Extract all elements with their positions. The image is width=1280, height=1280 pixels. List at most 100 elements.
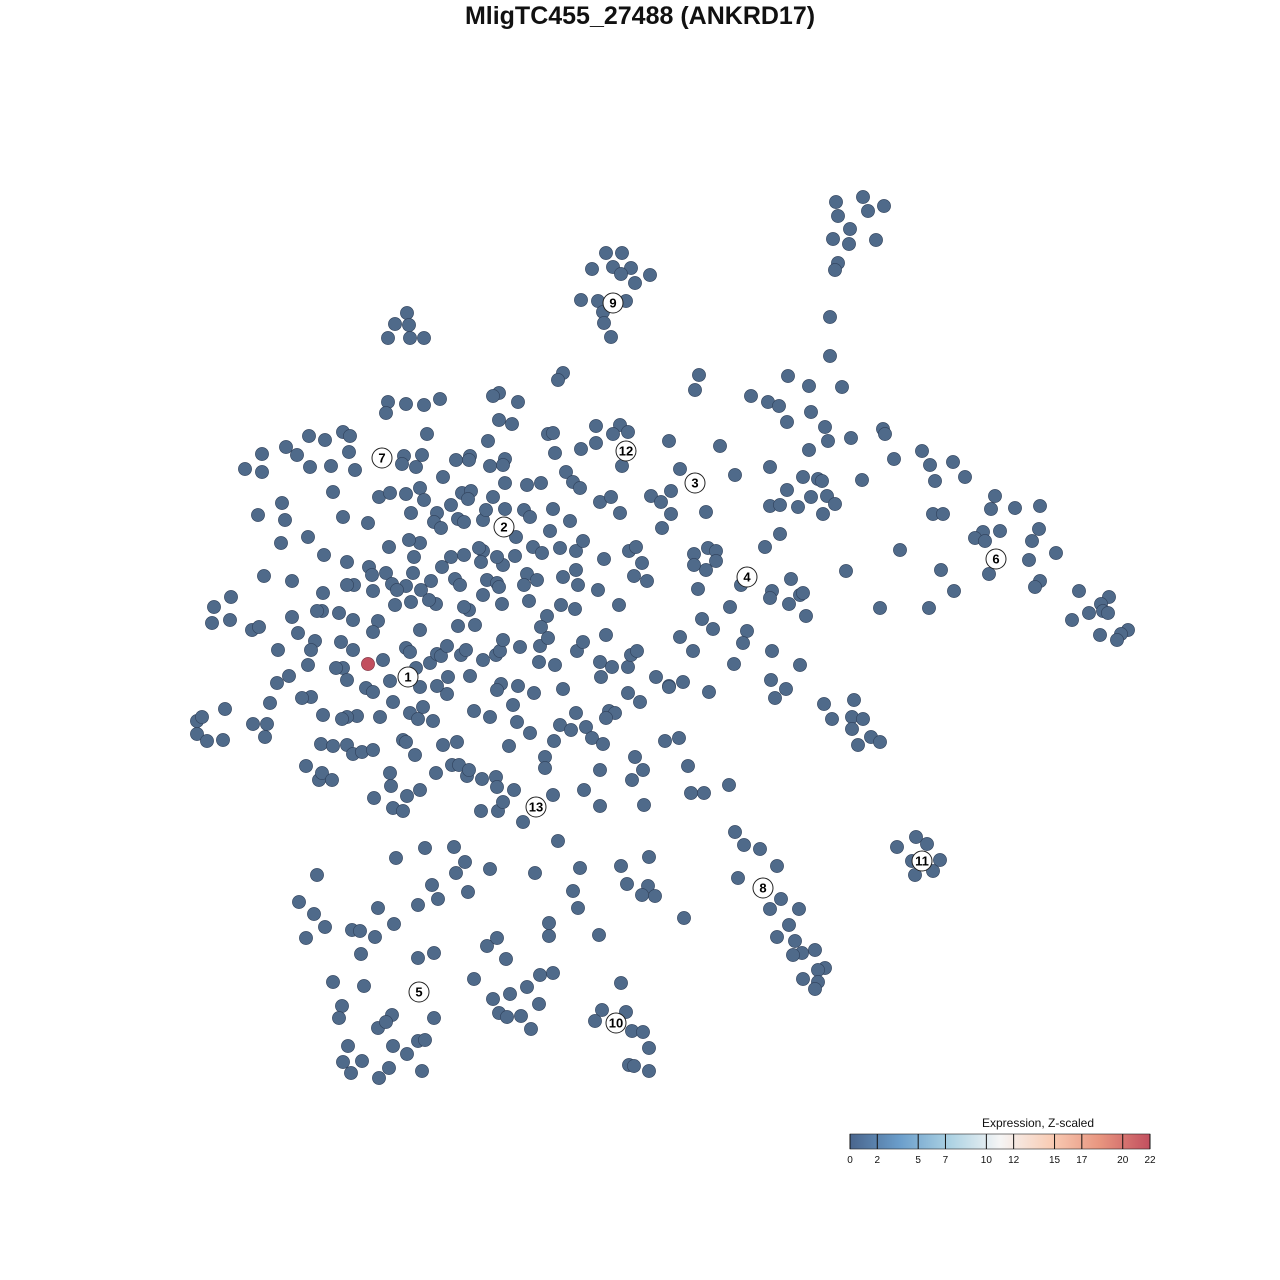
data-point: [436, 738, 450, 752]
data-point: [373, 710, 387, 724]
data-point: [260, 717, 274, 731]
data-point: [1101, 606, 1115, 620]
data-point: [388, 598, 402, 612]
data-point: [548, 658, 562, 672]
data-point: [605, 660, 619, 674]
cluster-label-badge: [525, 796, 547, 818]
data-point: [802, 379, 816, 393]
data-point: [366, 625, 380, 639]
data-point: [340, 673, 354, 687]
data-point: [411, 712, 425, 726]
data-point: [551, 834, 565, 848]
data-point: [936, 507, 950, 521]
data-point: [890, 840, 904, 854]
data-point: [318, 920, 332, 934]
data-point: [366, 685, 380, 699]
data-point: [702, 685, 716, 699]
data-point: [502, 739, 516, 753]
data-point: [224, 590, 238, 604]
data-point: [498, 502, 512, 516]
legend-tick-label: 0: [847, 1155, 853, 1166]
data-point: [613, 506, 627, 520]
data-point: [764, 673, 778, 687]
data-point: [384, 779, 398, 793]
data-point: [1033, 499, 1047, 513]
data-point: [511, 679, 525, 693]
data-point: [799, 609, 813, 623]
data-point: [461, 492, 475, 506]
data-point: [291, 626, 305, 640]
data-point: [779, 682, 793, 696]
data-point: [1008, 501, 1022, 515]
data-point: [597, 552, 611, 566]
data-point: [873, 601, 887, 615]
data-point: [383, 766, 397, 780]
data-point: [257, 569, 271, 583]
data-point: [887, 452, 901, 466]
data-point: [314, 737, 328, 751]
data-point: [476, 653, 490, 667]
data-point: [205, 616, 219, 630]
data-point: [595, 1003, 609, 1017]
data-point: [877, 199, 891, 213]
cluster-label-badge: [605, 1012, 627, 1034]
data-point: [514, 1009, 528, 1023]
cluster-label-badge: [752, 877, 774, 899]
cluster-label-badge: [602, 292, 624, 314]
data-point: [817, 697, 831, 711]
data-point: [400, 789, 414, 803]
data-point: [791, 500, 805, 514]
data-point: [388, 317, 402, 331]
data-point: [548, 446, 562, 460]
data-point: [486, 490, 500, 504]
data-point: [425, 878, 439, 892]
data-point: [301, 658, 315, 672]
data-point: [621, 686, 635, 700]
data-point: [429, 766, 443, 780]
data-point: [528, 866, 542, 880]
data-point: [728, 468, 742, 482]
data-point: [713, 439, 727, 453]
data-point: [842, 237, 856, 251]
data-point: [569, 706, 583, 720]
data-point: [386, 695, 400, 709]
data-point: [606, 427, 620, 441]
cluster-label-badge: [408, 981, 430, 1003]
data-point: [403, 645, 417, 659]
data-point: [457, 515, 471, 529]
cluster-label-badge: [493, 516, 515, 538]
data-point: [317, 548, 331, 562]
data-point: [368, 930, 382, 944]
data-point: [691, 582, 705, 596]
cluster-label-11: 11: [911, 850, 933, 872]
data-point: [740, 624, 754, 638]
data-point: [517, 578, 531, 592]
data-point: [564, 723, 578, 737]
data-point: [367, 791, 381, 805]
cluster-label-12: 12: [615, 440, 637, 462]
data-point: [326, 975, 340, 989]
cluster-label-text: 7: [378, 451, 385, 466]
data-point: [568, 602, 582, 616]
data-point: [310, 604, 324, 618]
data-point: [357, 979, 371, 993]
data-point: [495, 597, 509, 611]
data-point: [808, 943, 822, 957]
data-point: [532, 655, 546, 669]
cluster-label-badge: [736, 566, 758, 588]
data-point: [379, 406, 393, 420]
cluster-label-text: 8: [759, 881, 766, 896]
data-point: [433, 392, 447, 406]
data-point: [540, 609, 554, 623]
data-point: [947, 584, 961, 598]
data-point: [346, 613, 360, 627]
data-point: [620, 877, 634, 891]
data-point: [922, 601, 936, 615]
data-point: [786, 948, 800, 962]
data-point: [326, 485, 340, 499]
data-point: [640, 574, 654, 588]
data-point: [307, 907, 321, 921]
data-point: [301, 530, 315, 544]
legend-tick-label: 2: [874, 1155, 880, 1166]
